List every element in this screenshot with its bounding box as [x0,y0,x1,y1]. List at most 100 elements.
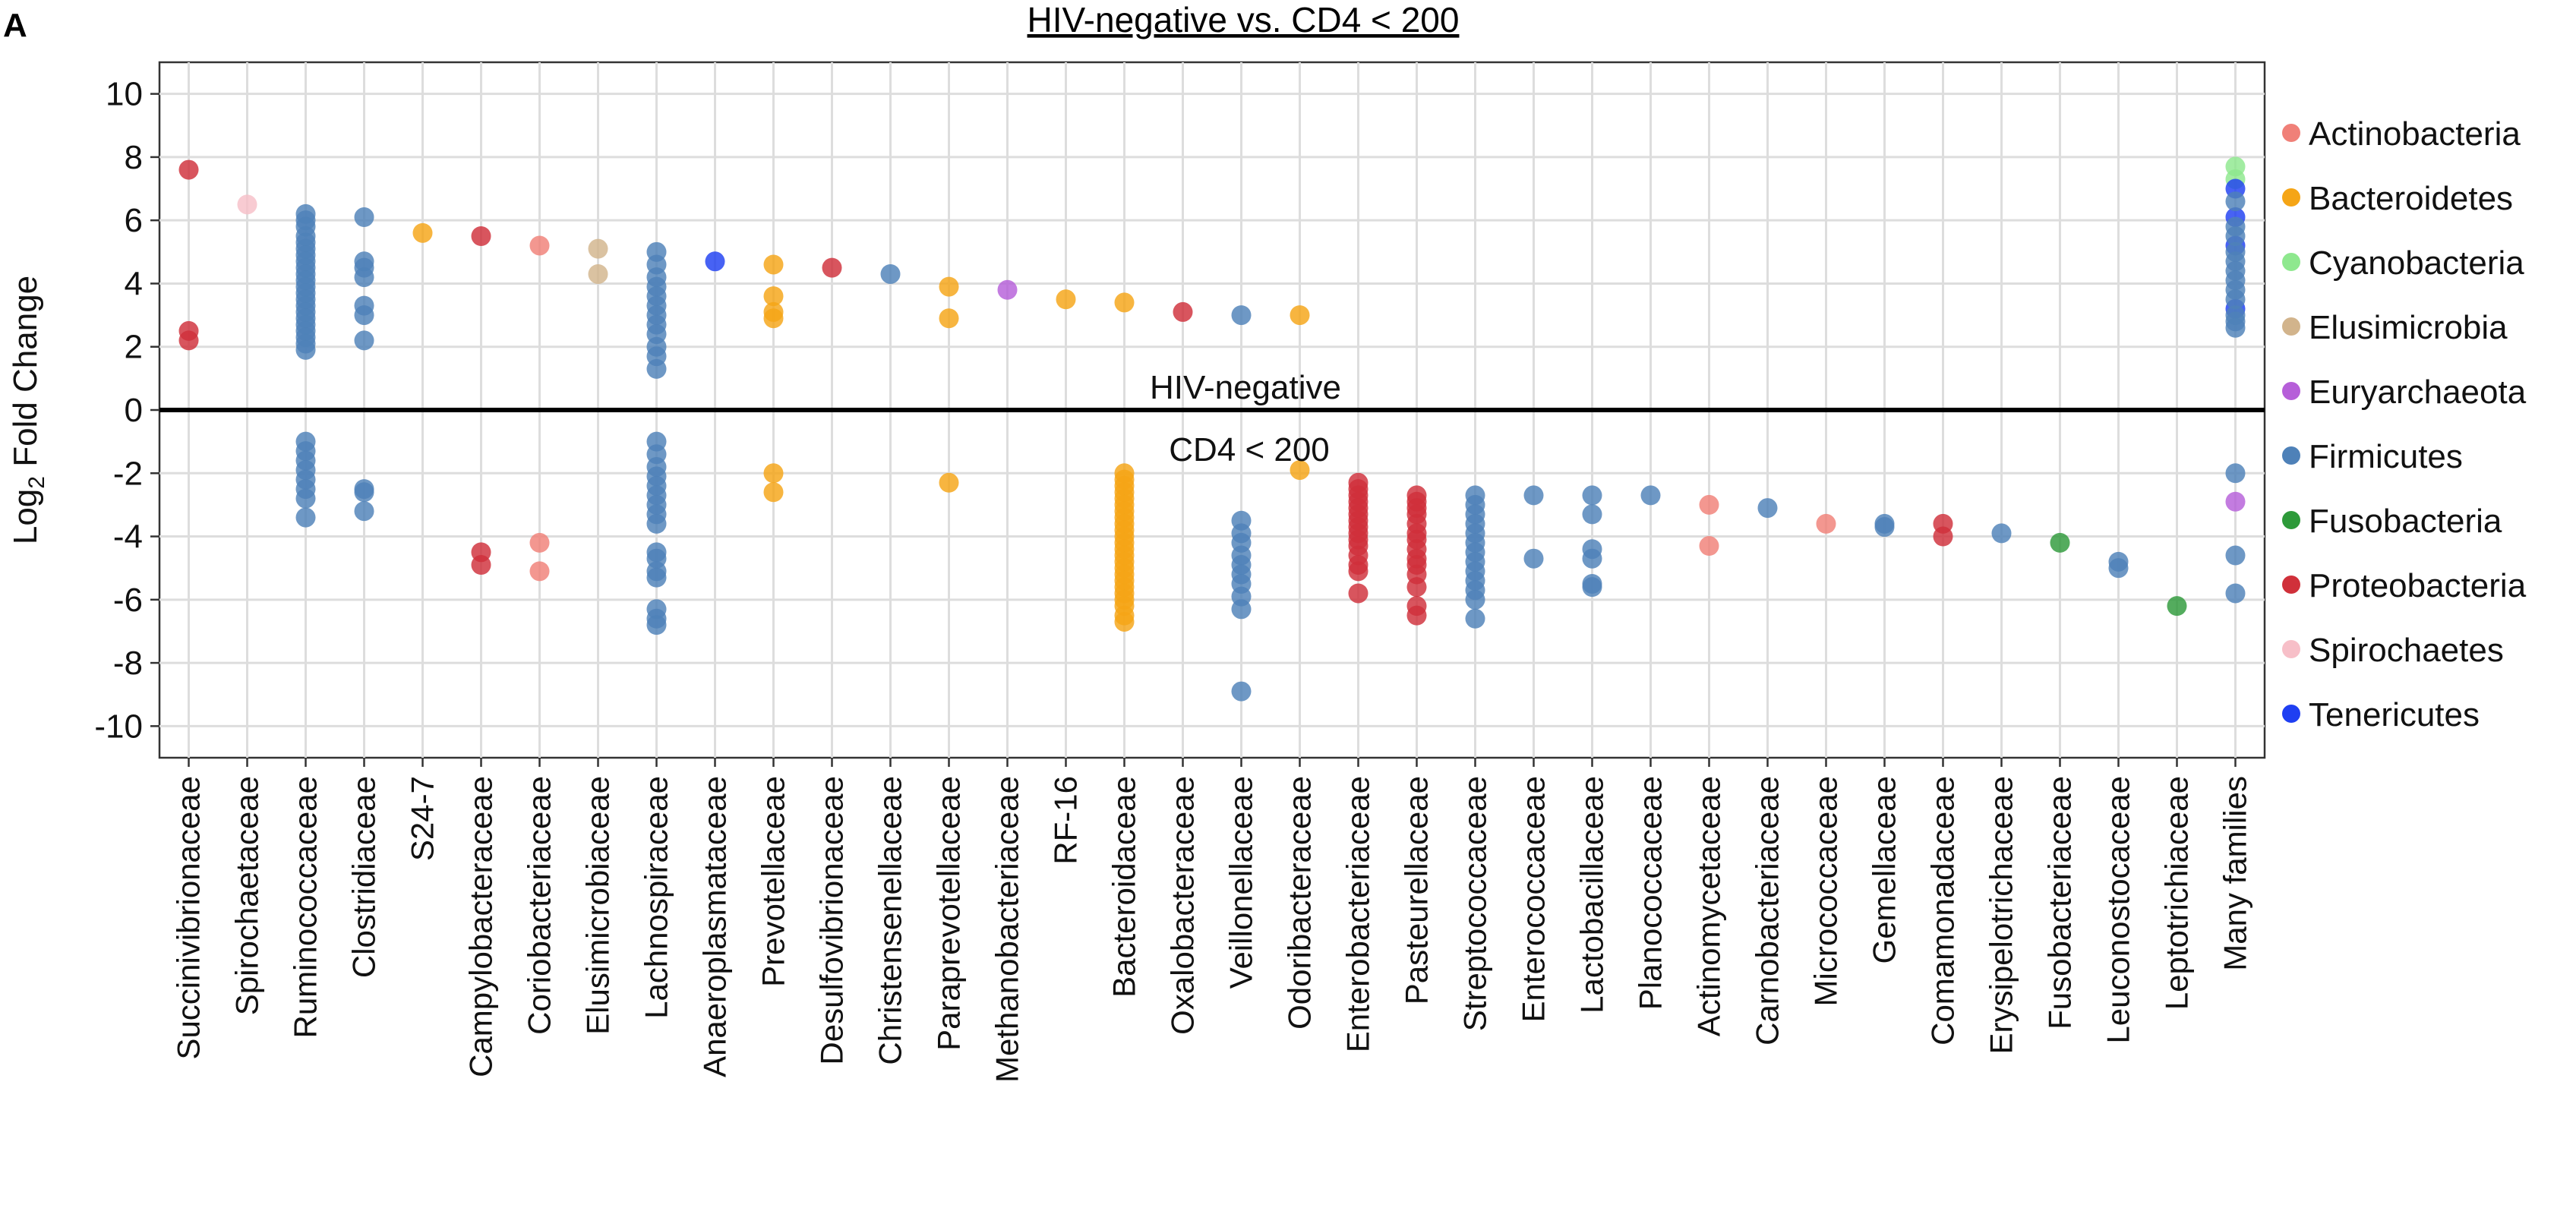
data-point [1056,289,1076,310]
data-point [295,488,316,509]
data-point [1465,608,1485,629]
y-tick-label: -8 [113,645,143,682]
data-point [939,276,959,297]
x-category-label: Veillonellaceae [1223,776,1259,989]
data-point [939,472,959,493]
data-point [588,238,608,259]
data-point [588,263,608,284]
data-point [2225,226,2246,246]
legend-label: Firmicutes [2309,438,2463,475]
x-category-label: Prevotellaceae [756,776,791,987]
data-point [1348,561,1368,582]
legend-marker [2282,576,2300,594]
x-category-label: Ruminococcaceae [288,776,324,1039]
y-axis-label-subscript: 2 [24,476,49,489]
x-category-label: Succinivibrionaceae [171,776,207,1060]
data-point [2225,317,2246,338]
data-point [2167,596,2187,617]
data-point [763,463,784,484]
x-category-label: Desulfovibrionaceae [814,776,850,1065]
data-point [178,159,199,180]
data-point [1406,577,1427,598]
data-point [1465,589,1485,610]
data-point [1173,301,1193,322]
x-category-label: Erysipelotrichaceae [1984,776,2019,1055]
x-category-label: Anaeroplasmataceae [697,776,733,1077]
x-category-label: Clostridiaceae [346,776,382,978]
data-point [1348,583,1368,604]
data-point [763,482,784,503]
legend-label: Bacteroidetes [2309,180,2513,217]
data-point [1114,292,1135,313]
data-points [178,156,2246,702]
data-point [939,308,959,329]
x-category-label: Gemellaceae [1867,776,1902,963]
x-category-label: Enterococcaceae [1516,776,1552,1023]
data-point [646,513,667,534]
legend-marker [2282,382,2300,400]
data-point [763,286,784,307]
data-point [529,561,550,582]
x-category-label: Leptotrichiaceae [2159,776,2195,1010]
data-point [2225,491,2246,512]
data-point [354,482,374,503]
panel-letter: A [3,7,27,44]
x-category-label: Spirochaetaceae [229,776,265,1015]
x-category-label: Lactobacillaceae [1574,776,1610,1014]
legend-marker [2282,511,2300,529]
zone-label-above: HIV-negative [1150,369,1341,406]
data-point [1582,504,1602,525]
legend-label: Cyanobacteria [2309,244,2524,282]
y-tick-label: -6 [113,582,143,619]
legend-marker [2282,640,2300,658]
data-point [1816,513,1836,534]
data-point [763,308,784,329]
data-point [1231,305,1252,326]
legend-label: Euryarchaeota [2309,374,2527,411]
x-category-label: RF-16 [1048,776,1084,865]
data-point [529,235,550,256]
y-axis-label: Log2 Fold Change [7,276,49,544]
legend-marker [2282,317,2300,336]
x-category-label: Micrococcaceae [1808,776,1844,1006]
data-point [529,532,550,553]
data-point [1231,681,1252,702]
data-point [1757,498,1778,519]
data-point [412,222,433,243]
data-point [1114,611,1135,632]
data-point [822,257,842,278]
x-category-label: Pasteurellaceae [1399,776,1435,1004]
data-point [997,279,1018,300]
data-point [646,615,667,635]
x-category-label: Bacteroidaceae [1106,776,1142,998]
x-category-label: Lachnospiraceae [639,776,674,1019]
data-point [354,330,374,351]
y-tick-label: 4 [125,265,143,302]
data-point [1699,536,1719,557]
x-category-label: Methanobacteriaceae [990,776,1025,1083]
data-point [1231,599,1252,620]
data-point [1699,494,1719,515]
x-category-label: Streptococcaceae [1457,776,1493,1031]
data-point [2225,583,2246,604]
data-point [1991,523,2012,544]
data-point [2225,463,2246,484]
x-category-label: Paraprevotellaceae [931,776,967,1051]
data-point [2050,532,2070,553]
y-axis-ticks: 10 8 6 4 2 0 -2 -4 -6 -8 -10 [94,76,159,745]
data-point [880,263,901,284]
data-point [1406,605,1427,626]
x-category-label: Campylobacteraceae [463,776,499,1077]
data-point [237,194,257,215]
data-point [471,226,491,246]
data-point [295,507,316,528]
legend: Actinobacteria Bacteroidetes Cyanobacteria… [2282,115,2527,733]
x-category-label: Elusimicrobiaceae [580,776,616,1035]
x-category-label: Christensenellaceae [873,776,908,1065]
legend-marker [2282,188,2300,207]
y-tick-label: 6 [125,202,143,239]
y-axis-label-suffix: Fold Change [7,276,44,476]
data-point [2225,289,2246,310]
legend-label: Proteobacteria [2309,567,2527,604]
x-category-label: Actinomycetaceae [1691,776,1727,1036]
